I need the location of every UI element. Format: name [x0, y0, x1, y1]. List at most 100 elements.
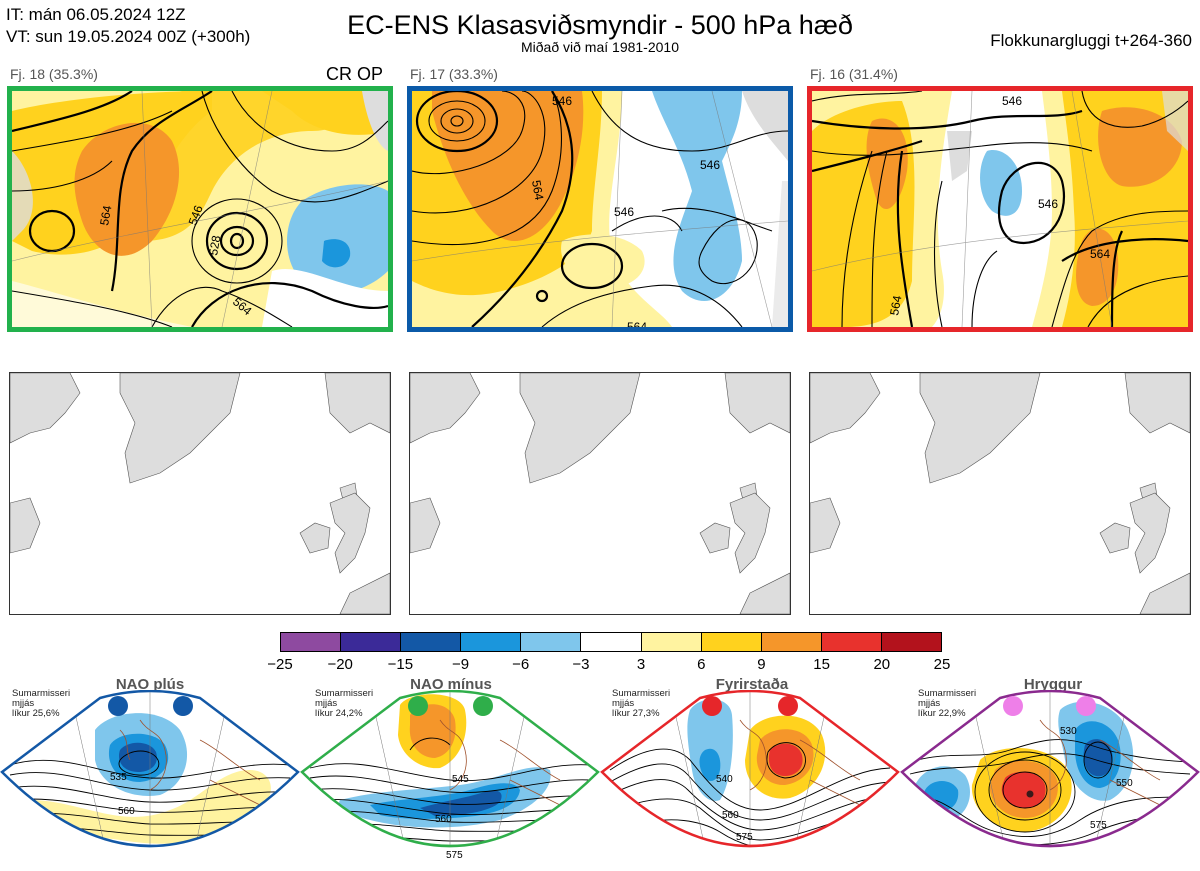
regime-3-contour-label: 575 — [736, 832, 753, 843]
cluster-3-contour-label: 546 — [1038, 197, 1058, 211]
colorbar-tick-label: 9 — [757, 656, 766, 673]
regime-1-note: Sumarmisseri mjjás líkur 25,6% — [12, 689, 70, 719]
colorbar-tick-label: −15 — [387, 656, 414, 673]
regime-2-contour-label: 545 — [452, 774, 469, 785]
empty-map-1-land — [10, 373, 390, 614]
regime-3-title: Fyrirstaða — [715, 676, 789, 693]
regime-1-contour-label: 535 — [110, 772, 127, 783]
regime-2-dot — [408, 696, 428, 716]
cluster-3-contour-label: 564 — [1090, 247, 1110, 261]
run-info: IT: mán 06.05.2024 12Z VT: sun 19.05.202… — [6, 4, 250, 48]
colorbar-tick-label: −6 — [512, 656, 530, 673]
cluster-1-contour-label: 546 — [186, 203, 206, 227]
clustering-window: Flokkunargluggi t+264-360 — [990, 31, 1192, 50]
regime-2-title: NAO mínus — [410, 676, 492, 693]
cluster-map-1[interactable]: 564 546 528 564 — [7, 86, 393, 332]
empty-map-1 — [9, 372, 391, 615]
regime-3-dot — [778, 696, 798, 716]
regime-4-note: Sumarmisseri mjjás líkur 22,9% — [918, 689, 976, 719]
colorbar-swatch — [340, 633, 401, 651]
regime-1-title: NAO plús — [115, 676, 185, 693]
regime-2-season: Sumarmisseri — [315, 688, 374, 699]
regime-2-contour-label: 575 — [446, 850, 463, 861]
regime-2-dot — [473, 696, 493, 716]
regime-1-dot — [108, 696, 128, 716]
cluster-2-contour-label: 546 — [614, 205, 634, 219]
colorbar-swatch — [880, 633, 942, 651]
cluster-map-3[interactable]: 546 546 564 564 — [807, 86, 1193, 332]
colorbar-tick-label: 6 — [697, 656, 706, 673]
empty-map-2-land — [410, 373, 790, 614]
cluster-1-badge: CR OP — [326, 64, 384, 84]
regime-1-dot — [173, 696, 193, 716]
cluster-2-contour-label: 564 — [529, 179, 546, 201]
regime-3-dot — [702, 696, 722, 716]
empty-map-3 — [809, 372, 1191, 615]
cluster-1-contour-label: 528 — [206, 234, 223, 256]
regime-3-map: 540 560 575 — [600, 690, 900, 848]
regime-4-season: Sumarmisseri — [918, 688, 977, 699]
regime-4-months: mjjás — [918, 698, 941, 709]
regime-4-dot — [1003, 696, 1023, 716]
colorbar-tick-label: −25 — [267, 656, 293, 673]
cluster-2-anomaly-map: 546 564 546 546 564 — [412, 91, 788, 327]
colorbar-ticks: −25 −20 −15 −9 −6 −3 3 6 9 15 20 25 — [267, 656, 950, 676]
regime-1-season: Sumarmisseri — [12, 688, 71, 699]
regime-4-probability: líkur 22,9% — [918, 708, 966, 719]
cluster-3-contour-label: 564 — [887, 294, 904, 316]
cluster-1-contour-label: 564 — [97, 204, 114, 226]
colorbar-tick-label: −3 — [572, 656, 590, 673]
cluster-3-anomaly-map: 546 546 564 564 — [812, 91, 1188, 327]
colorbar-swatch — [520, 633, 581, 651]
empty-map-2 — [409, 372, 791, 615]
regime-1-map: 535 560 — [0, 690, 300, 848]
regime-2-months: mjjás — [315, 698, 338, 709]
colorbar-swatch — [460, 633, 521, 651]
cluster-3-contour-label: 546 — [1002, 94, 1022, 108]
colorbar-tick-label: 15 — [813, 656, 830, 673]
regime-1-probability: líkur 25,6% — [12, 708, 60, 719]
colorbar-tick-label: −9 — [451, 656, 470, 673]
regime-2-contour-label: 560 — [435, 814, 452, 825]
cluster-2-contour-label: 546 — [700, 158, 720, 172]
colorbar-tick-label: 3 — [636, 656, 646, 673]
colorbar-swatch — [640, 633, 701, 651]
regime-1-months: mjjás — [12, 698, 35, 709]
colorbar-swatch — [760, 633, 821, 651]
regime-4-title: Hryggur — [1023, 676, 1083, 693]
cluster-2-contour-label: 546 — [552, 94, 572, 108]
regime-1-contour-label: 560 — [118, 806, 135, 817]
regime-3-season: Sumarmisseri — [612, 688, 671, 699]
regime-2-map: 545 560 575 — [300, 690, 600, 861]
colorbar-swatch — [400, 633, 461, 651]
regime-2-note: Sumarmisseri mjjás líkur 24,2% — [315, 689, 373, 719]
regime-row: NAO plús Sumarmisseri mjjás líkur 25,6% — [0, 676, 1200, 871]
cluster-2-contour-label: 564 — [627, 320, 647, 327]
colorbar-swatch — [700, 633, 761, 651]
regime-4-contour-label: 530 — [1060, 726, 1077, 737]
page-title: EC-ENS Klasasviðsmyndir - 500 hPa hæð — [347, 10, 853, 40]
regime-2-probability: líkur 24,2% — [315, 708, 363, 719]
regime-4-contour-label: 550 — [1116, 778, 1133, 789]
colorbar-swatch — [580, 633, 641, 651]
regime-4-contour-label: 575 — [1090, 820, 1107, 831]
regime-3-note: Sumarmisseri mjjás líkur 27,3% — [612, 689, 670, 719]
colorbar-swatch — [281, 633, 341, 651]
colorbar-tick-label: 25 — [933, 656, 951, 673]
colorbar-swatch — [820, 633, 881, 651]
valid-time: VT: sun 19.05.2024 00Z (+300h) — [6, 27, 251, 46]
cluster-map-2[interactable]: 546 564 546 546 564 — [407, 86, 793, 332]
regime-4-map: 530 550 575 — [900, 690, 1200, 848]
regime-4-dot — [1076, 696, 1096, 716]
page-subtitle: Miðað við maí 1981-2010 — [521, 39, 679, 55]
colorbar-tick-label: 20 — [873, 656, 891, 673]
regime-3-contour-label: 540 — [716, 774, 733, 785]
colorbar-tick-label: −20 — [327, 656, 353, 673]
initial-time: IT: mán 06.05.2024 12Z — [6, 5, 186, 24]
anomaly-colorbar — [280, 632, 942, 652]
cluster-2-label: Fj. 17 (33.3%) — [410, 66, 498, 82]
cluster-1-anomaly-map: 564 546 528 564 — [12, 91, 388, 327]
regime-3-months: mjjás — [612, 698, 635, 709]
empty-map-3-land — [810, 373, 1190, 614]
cluster-1-label: Fj. 18 (35.3%) — [10, 66, 98, 82]
